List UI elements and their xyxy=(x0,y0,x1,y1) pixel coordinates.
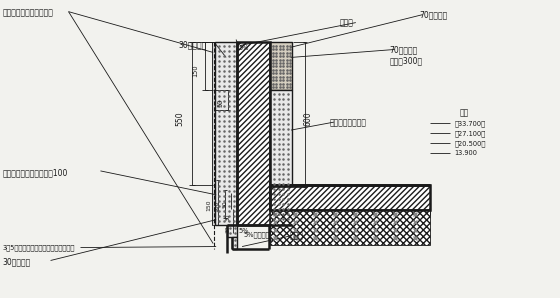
Bar xyxy=(212,43,215,225)
Text: 窗附框: 窗附框 xyxy=(340,18,354,28)
Text: 卧室: 卧室 xyxy=(460,108,469,117)
Text: 〈33.700〉: 〈33.700〉 xyxy=(455,120,486,127)
Bar xyxy=(270,90,292,225)
Text: 5%: 5% xyxy=(238,46,249,52)
Text: 成品聚苯板外墙装饰檐线: 成品聚苯板外墙装饰檐线 xyxy=(3,9,54,18)
Text: 岩棉板专用锚固件: 岩棉板专用锚固件 xyxy=(330,118,367,127)
Text: 100: 100 xyxy=(214,201,220,212)
Text: 13.900: 13.900 xyxy=(455,150,478,156)
Bar xyxy=(237,43,270,225)
Text: 150: 150 xyxy=(192,64,198,77)
Bar xyxy=(270,210,430,245)
Bar xyxy=(270,43,292,90)
Text: 30: 30 xyxy=(226,214,231,221)
Text: 30厚聚苯板: 30厚聚苯板 xyxy=(178,41,207,49)
Text: 3～5厚防护面层外复合镀锌钢丝网基布: 3～5厚防护面层外复合镀锌钢丝网基布 xyxy=(3,245,75,251)
Text: 30厚聚苯板: 30厚聚苯板 xyxy=(3,257,31,266)
Text: 5%（余同）: 5%（余同） xyxy=(243,232,269,238)
Text: 〈20.500〉: 〈20.500〉 xyxy=(455,140,486,147)
Text: （高度300）: （高度300） xyxy=(390,56,423,66)
Text: 150: 150 xyxy=(207,199,212,211)
Bar xyxy=(215,43,237,225)
Text: 50: 50 xyxy=(223,200,227,207)
Text: 附加网格布长度过岩棉过100: 附加网格布长度过岩棉过100 xyxy=(3,168,68,177)
Bar xyxy=(232,237,237,249)
Text: 550: 550 xyxy=(176,111,185,126)
Text: 窗附框: 窗附框 xyxy=(290,232,304,240)
Text: 5%: 5% xyxy=(238,228,249,234)
Text: 〈27.100〉: 〈27.100〉 xyxy=(455,130,486,137)
Text: 70厚岩棉板: 70厚岩棉板 xyxy=(390,46,418,55)
Text: 70厚聚苯板: 70厚聚苯板 xyxy=(419,11,448,20)
Text: 50: 50 xyxy=(217,99,223,108)
Text: 30: 30 xyxy=(226,226,231,233)
Text: 600: 600 xyxy=(304,111,312,126)
Bar xyxy=(270,185,430,210)
Bar xyxy=(227,225,237,237)
